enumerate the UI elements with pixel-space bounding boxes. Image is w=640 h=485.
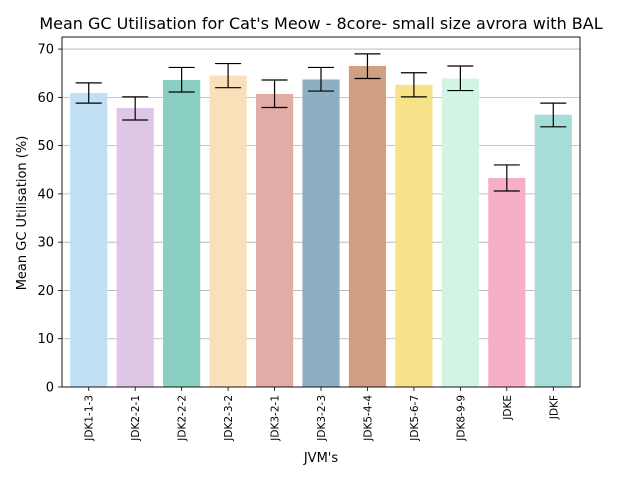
- bar: [488, 177, 526, 387]
- x-tick-label: JDK3-2-3: [316, 395, 328, 442]
- bar: [441, 78, 479, 387]
- bar: [255, 93, 294, 387]
- bar: [395, 84, 433, 388]
- y-tick-label: 40: [37, 187, 54, 202]
- chart-title: Mean GC Utilisation for Cat's Meow - 8co…: [39, 14, 602, 33]
- x-ticks: JDK1-1-3 JDK2-2-1 JDK2-2-2 JDK2-3-2 JDK3-2-1…: [84, 387, 560, 442]
- error-bars: [75, 53, 567, 192]
- bar: [209, 75, 247, 387]
- x-tick-label: JDK2-2-1: [130, 395, 142, 442]
- bars: [70, 65, 572, 388]
- x-tick-label: JDK2-3-2: [223, 395, 235, 442]
- x-tick-label: JDK2-2-2: [177, 395, 189, 442]
- x-axis-label: JVM's: [303, 451, 339, 466]
- y-ticks: 0 10 20 30 40 50 60 70: [37, 43, 62, 396]
- y-axis-label: Mean GC Utilisation (%): [15, 136, 30, 291]
- y-tick-label: 0: [46, 381, 54, 396]
- bar: [70, 93, 108, 387]
- y-tick-label: 20: [37, 284, 54, 299]
- x-tick-label: JDKF: [548, 395, 560, 420]
- y-tick-label: 70: [37, 43, 54, 58]
- bar: [163, 79, 201, 387]
- x-tick-label: JDK5-4-4: [362, 395, 374, 442]
- y-tick-label: 60: [37, 91, 54, 106]
- y-tick-label: 10: [37, 332, 54, 347]
- bar: [534, 114, 572, 388]
- y-tick-label: 50: [37, 139, 54, 154]
- x-tick-label: JDK1-1-3: [84, 395, 96, 442]
- x-tick-label: JDK5-6-7: [409, 395, 421, 442]
- y-tick-label: 30: [37, 236, 54, 251]
- x-tick-label: JDK3-2-1: [270, 395, 282, 442]
- bar: [116, 107, 154, 387]
- x-tick-label: JDKE: [502, 395, 514, 421]
- bar: [302, 79, 340, 387]
- bar: [348, 65, 387, 387]
- x-tick-label: JDK8-9-9: [455, 395, 467, 442]
